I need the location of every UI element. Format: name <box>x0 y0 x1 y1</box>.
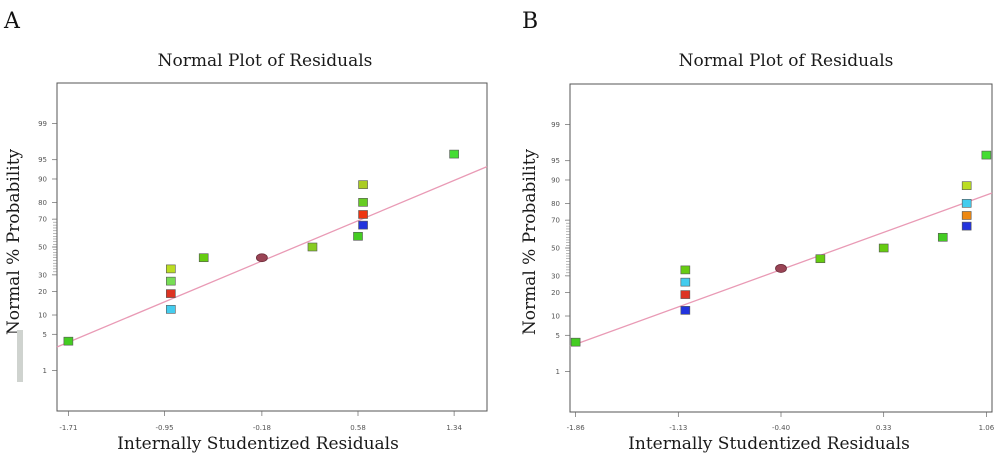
y-tick-label: 99 <box>38 120 47 128</box>
y-tick-label: 30 <box>551 272 560 280</box>
panel-letter-b: B <box>522 9 538 34</box>
y-tick-label: 90 <box>551 176 560 184</box>
y-tick-label: 50 <box>38 244 47 252</box>
data-point <box>981 150 992 160</box>
y-tick-label: 20 <box>38 288 47 296</box>
data-point <box>166 305 176 314</box>
y-axis-a: 1 5 10 20 30 50 70 80 90 95 99 <box>38 120 57 375</box>
data-point <box>358 180 368 189</box>
y-tick-label: 90 <box>38 175 47 183</box>
y-tick-label: 5 <box>556 332 560 340</box>
x-tick-label: -0.18 <box>253 424 271 432</box>
data-point <box>878 243 889 253</box>
x-tick-label: -1.86 <box>567 424 586 432</box>
x-axis-a: -1.71 -0.95 -0.18 0.58 1.34 <box>59 411 462 432</box>
data-point <box>255 253 268 263</box>
data-point <box>166 264 176 274</box>
data-point <box>358 198 368 207</box>
y-tick-label: 20 <box>551 289 560 297</box>
data-point <box>680 265 691 275</box>
y-tick-label: 70 <box>38 216 47 224</box>
points-a <box>63 149 459 346</box>
x-tick-label: 0.33 <box>876 424 892 432</box>
y-axis-label-b: Normal % Probability <box>520 148 540 335</box>
y-tick-label: 99 <box>551 121 560 129</box>
y-tick-label: 5 <box>43 331 47 339</box>
data-point <box>961 221 972 231</box>
data-point <box>961 211 972 220</box>
data-point <box>307 242 318 252</box>
y-axis-label-a: Normal % Probability <box>4 148 24 335</box>
y-tick-label: 80 <box>38 199 47 207</box>
x-tick-label: 1.34 <box>446 424 462 432</box>
y-tick-label: 95 <box>551 157 560 165</box>
y-tick-label: 1 <box>43 367 47 375</box>
plot-frame-b <box>569 83 993 413</box>
data-point <box>166 289 176 298</box>
x-tick-label: 1.06 <box>979 424 995 432</box>
data-point <box>775 264 787 273</box>
x-tick-label: 0.58 <box>350 424 366 432</box>
decorative-bar <box>17 330 23 382</box>
data-point <box>63 336 74 346</box>
data-point <box>570 337 581 347</box>
data-point <box>198 253 209 263</box>
x-axis-b: -1.86 -1.13 -0.40 0.33 1.06 <box>567 412 995 432</box>
data-point <box>358 210 368 219</box>
data-point <box>680 306 691 315</box>
panel-a: A Normal Plot of Residuals 1 5 10 20 30 50 70 8… <box>3 9 488 454</box>
y-tick-label: 10 <box>551 313 560 321</box>
data-point <box>815 254 826 264</box>
y-tick-label: 30 <box>38 271 47 279</box>
y-axis-b: 1 5 10 20 30 50 70 80 90 95 99 <box>551 121 570 376</box>
x-axis-label-b: Internally Studentized Residuals <box>628 434 910 454</box>
data-point <box>961 199 972 208</box>
data-point <box>961 181 972 190</box>
x-axis-label-a: Internally Studentized Residuals <box>117 434 399 454</box>
data-point <box>937 232 948 242</box>
plot-frame-a <box>56 82 488 412</box>
y-tick-label: 70 <box>551 217 560 225</box>
x-tick-label: -0.40 <box>772 424 790 432</box>
data-point <box>166 276 176 286</box>
panel-b: B Normal Plot of Residuals 1 5 10 20 30 50 70 8… <box>520 9 995 454</box>
y-tick-label: 10 <box>38 312 47 320</box>
chart-title-a: Normal Plot of Residuals <box>158 51 373 71</box>
y-tick-label: 95 <box>38 156 47 164</box>
data-point <box>680 277 691 287</box>
y-tick-label: 50 <box>551 245 560 253</box>
data-point <box>680 290 691 299</box>
data-point <box>449 149 459 159</box>
x-tick-label: -1.71 <box>59 424 77 432</box>
x-tick-label: -0.95 <box>155 424 173 432</box>
points-b <box>570 150 992 347</box>
data-point <box>358 220 368 230</box>
fit-line-a <box>56 166 488 348</box>
panel-letter-a: A <box>3 9 21 34</box>
chart-title-b: Normal Plot of Residuals <box>679 51 894 71</box>
y-tick-label: 80 <box>551 200 560 208</box>
x-tick-label: -1.13 <box>669 424 687 432</box>
data-point <box>353 231 363 241</box>
y-tick-label: 1 <box>556 368 560 376</box>
